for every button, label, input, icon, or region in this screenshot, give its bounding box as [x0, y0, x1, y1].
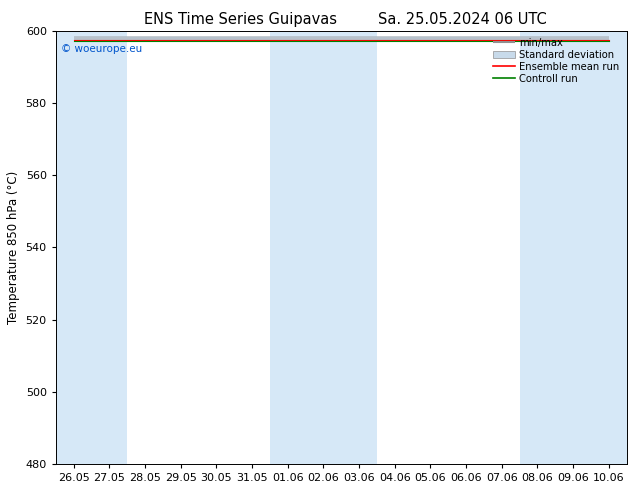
Text: ENS Time Series Guipavas: ENS Time Series Guipavas — [145, 12, 337, 27]
Text: © woeurope.eu: © woeurope.eu — [61, 44, 143, 53]
Bar — [520, 30, 626, 464]
Y-axis label: Temperature 850 hPa (°C): Temperature 850 hPa (°C) — [7, 171, 20, 324]
Bar — [56, 30, 127, 464]
Text: Sa. 25.05.2024 06 UTC: Sa. 25.05.2024 06 UTC — [378, 12, 547, 27]
Bar — [270, 30, 377, 464]
Legend: min/max, Standard deviation, Ensemble mean run, Controll run: min/max, Standard deviation, Ensemble me… — [491, 36, 621, 86]
